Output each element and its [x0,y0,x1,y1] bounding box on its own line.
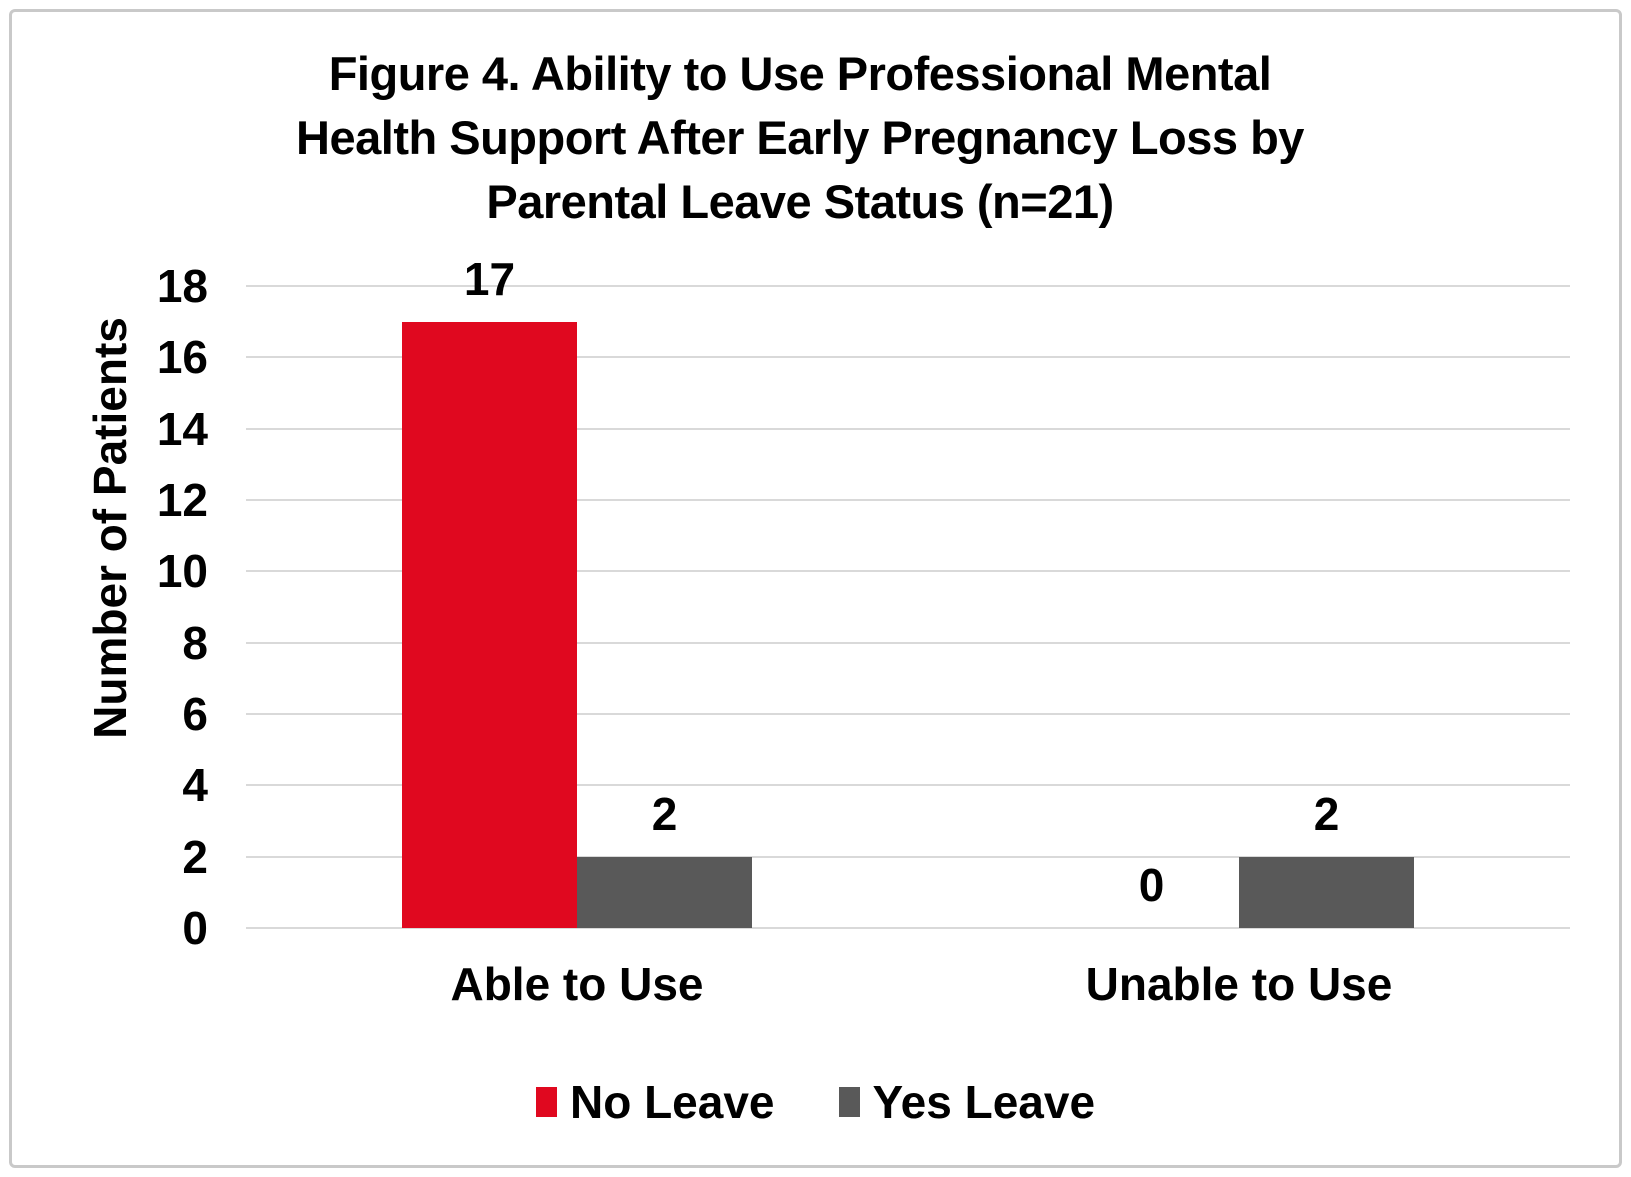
gridline [246,427,1570,430]
x-category-label: Able to Use [450,958,704,1010]
legend-item: Yes Leave [838,1076,1096,1128]
legend-item: No Leave [535,1076,775,1128]
data-label: 2 [1313,787,1340,840]
gridline [246,570,1570,573]
y-tick-label: 12 [156,474,208,526]
y-tick-label: 6 [182,688,208,740]
legend-swatch [535,1087,557,1117]
bar [577,856,752,928]
legend-label: Yes Leave [872,1076,1096,1128]
bar [402,321,577,928]
plot-area: 17 2 0 2 [246,256,1570,929]
data-label: 17 [463,252,516,305]
gridline [246,356,1570,359]
gridline [246,713,1570,715]
data-label: 0 [1138,859,1165,911]
gridline [246,855,1570,858]
data-label: 2 [651,787,678,840]
gridline [246,499,1570,501]
y-tick-label: 2 [182,830,208,883]
y-tick-label: 10 [156,545,208,598]
y-tick-label: 18 [156,260,208,312]
bar [1239,856,1414,928]
chart-title-line-2: Health Support After Early Pregnancy Los… [296,111,1304,164]
legend-label: No Leave [569,1076,775,1128]
x-category-label: Unable to Use [1085,958,1393,1010]
legend-swatch [838,1087,860,1117]
gridline [246,784,1570,787]
y-tick-label: 16 [156,331,208,384]
y-tick-label: 4 [182,759,208,812]
chart-title: Figure 4. Ability to Use Professional Me… [30,42,1570,234]
gridline [246,641,1570,644]
gridline [246,927,1570,929]
chart-title-line-3: Parental Leave Status (n=21) [486,175,1114,228]
y-tick-label: 8 [182,616,208,669]
gridline [246,285,1570,287]
y-tick-label: 14 [156,402,208,455]
legend: No Leave Yes Leave [0,1072,1631,1132]
y-tick-label: 0 [182,902,208,954]
chart-title-line-1: Figure 4. Ability to Use Professional Me… [328,47,1272,100]
